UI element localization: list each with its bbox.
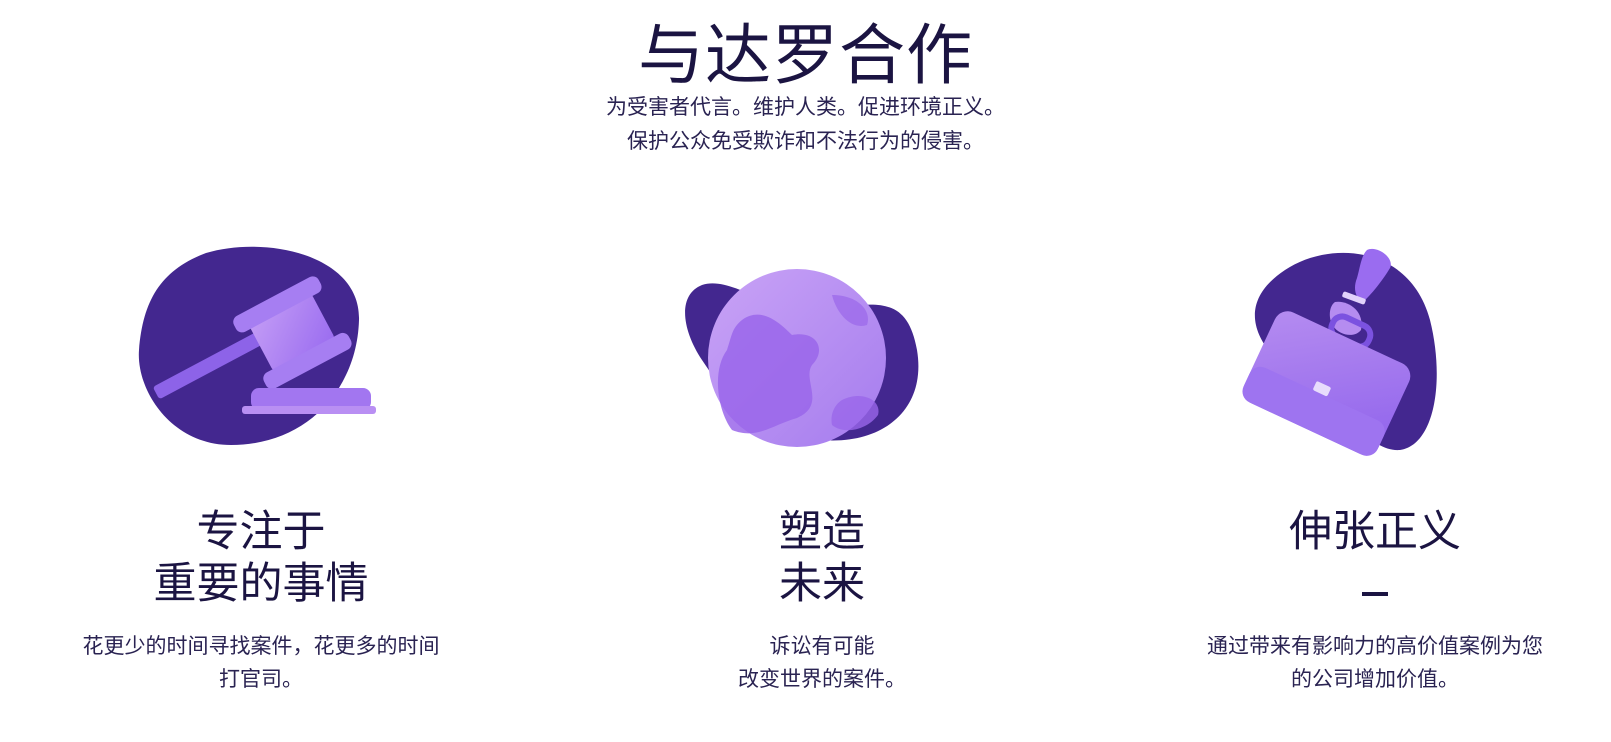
hero-subtitle-line-1: 为受害者代言。维护人类。促进环境正义。 bbox=[606, 95, 1005, 119]
feature-heading-line-1: 塑造 bbox=[779, 507, 865, 557]
feature-description-line-2: 的公司增加价值。 bbox=[1291, 667, 1459, 691]
feature-description: 诉讼有可能 改变世界的案件。 bbox=[582, 630, 1062, 696]
globe-icon bbox=[582, 240, 1062, 460]
gavel-icon bbox=[21, 240, 501, 460]
feature-heading-line-1: 伸张正义 bbox=[1289, 507, 1461, 557]
feature-description-line-2: 改变世界的案件。 bbox=[738, 667, 906, 691]
feature-heading: 伸张正义 bbox=[1135, 506, 1611, 596]
feature-description-line-2: 打官司。 bbox=[219, 667, 303, 691]
feature-heading-line-1: 专注于 bbox=[196, 507, 326, 557]
feature-heading: 塑造 未来 bbox=[582, 506, 1062, 610]
briefcase-icon bbox=[1135, 240, 1611, 460]
hero-subtitle-line-2: 保护公众免受欺诈和不法行为的侵害。 bbox=[627, 129, 984, 153]
feature-heading-line-2: 重要的事情 bbox=[153, 559, 369, 609]
feature-heading: 专注于 重要的事情 bbox=[21, 506, 501, 610]
feature-description: 通过带来有影响力的高价值案例为您 的公司增加价值。 bbox=[1135, 630, 1611, 696]
feature-heading-line-2: 未来 bbox=[779, 559, 865, 609]
feature-description-line-1: 花更少的时间寻找案件，花更多的时间 bbox=[82, 634, 440, 658]
feature-description: 花更少的时间寻找案件，花更多的时间 打官司。 bbox=[21, 630, 501, 696]
heading-dash bbox=[1362, 592, 1388, 596]
feature-description-line-1: 通过带来有影响力的高价值案例为您 bbox=[1207, 634, 1543, 658]
feature-description-line-1: 诉讼有可能 bbox=[769, 634, 875, 658]
page-title: 与达罗合作 bbox=[638, 17, 973, 94]
